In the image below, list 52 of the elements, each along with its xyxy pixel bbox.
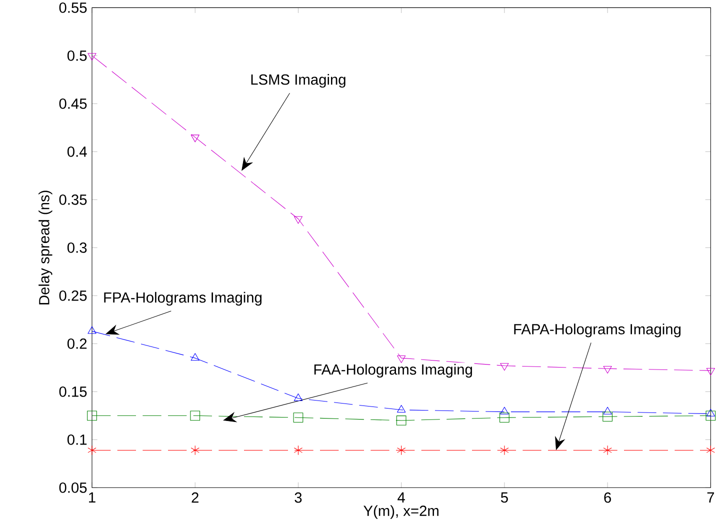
point [88,326,96,334]
point [88,53,96,61]
annotation: FAPA-Holograms Imaging [514,324,681,338]
x-tick-label: 6 [604,492,611,503]
point [87,410,97,421]
point [602,412,612,422]
point [500,412,510,423]
x-tick-label: 1 [89,492,96,502]
point [397,355,406,364]
point [397,445,406,456]
point [293,412,304,423]
point [190,353,200,361]
point [706,445,715,456]
point [706,408,715,416]
x-tick-label: 7 [707,492,714,502]
annotation: LSMS Imaging [251,74,346,88]
y-tick-label: 0.15 [59,386,87,397]
y-tick-label: 0.55 [59,2,87,13]
x-tick-label: 3 [294,492,302,503]
y-axis-title: Delay spread (ns) [38,190,52,304]
y-tick-label: 0.25 [59,290,87,301]
y-tick-label: 0.35 [59,194,87,205]
point [190,445,200,456]
y-tick-label: 0.1 [67,434,87,445]
point [397,404,406,413]
point [396,416,406,426]
point [500,363,509,371]
annotation: FAA-Holograms Imaging [314,364,472,378]
x-tick-label: 5 [500,492,508,503]
y-tick-label: 0.45 [59,98,87,109]
y-tick-label: 0.5 [67,50,87,61]
y-tick-label: 0.05 [59,482,87,493]
point [294,445,303,456]
point [603,445,612,456]
point [190,410,200,421]
point [500,406,509,414]
y-tick-label: 0.2 [67,338,87,349]
point [294,216,303,224]
x-tick-label: 4 [398,492,405,502]
annotation: FPA-Holograms Imaging [104,292,262,306]
point [706,410,716,421]
x-tick-label: 2 [192,492,198,503]
point [500,445,509,456]
point [294,393,303,401]
point [190,134,200,142]
y-tick-label: 0.3 [67,242,87,253]
x-axis-title: Y(m), x=2m [364,505,438,519]
y-tick-label: 0.4 [67,146,87,157]
point [706,368,715,376]
point [88,445,96,456]
point [603,406,612,414]
point [603,366,612,374]
